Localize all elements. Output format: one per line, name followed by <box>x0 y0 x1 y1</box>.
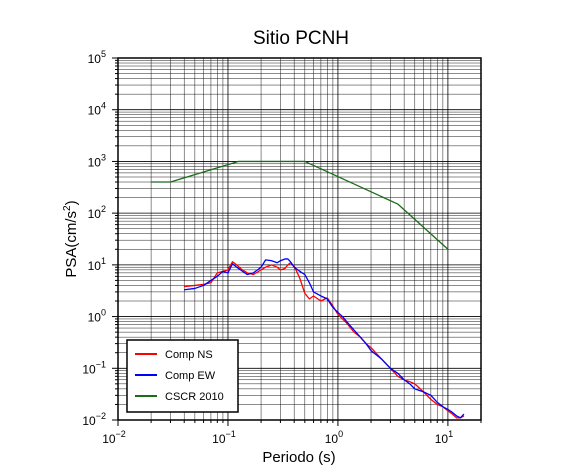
y-tick-label-base: 10 <box>88 207 102 221</box>
plot-frame <box>117 57 482 421</box>
series-line-comp-ns <box>184 261 465 419</box>
y-tick-label-base: 10 <box>88 104 102 118</box>
x-tick-label-base: 10 <box>435 432 449 446</box>
y-tick-label-exp: 3 <box>101 152 106 162</box>
y-tick-label: 105 <box>88 49 106 66</box>
x-tick-label-exp: 0 <box>338 429 343 439</box>
y-tick-label-exp: 4 <box>101 101 106 111</box>
y-tick-label-exp: −2 <box>96 411 106 421</box>
y-tick-label-base: 10 <box>88 52 102 66</box>
y-tick-label-base: 10 <box>82 414 96 428</box>
y-axis-label-base: PSA(cm/s <box>63 211 80 278</box>
y-tick-label: 101 <box>88 256 106 273</box>
y-tick-label-exp: 2 <box>101 204 106 214</box>
y-axis-label-close: ) <box>63 200 80 205</box>
chart-title: Sitio PCNH <box>253 28 349 49</box>
x-axis-label: Periodo (s) <box>262 449 335 466</box>
y-tick-label-base: 10 <box>88 311 102 325</box>
y-axis-label-exp: 2 <box>62 205 73 211</box>
series-group <box>151 160 465 419</box>
x-tick-label-base: 10 <box>325 432 339 446</box>
y-tick-label: 10−2 <box>82 411 106 428</box>
y-tick-label-exp: 1 <box>101 256 106 266</box>
x-tick-label-base: 10 <box>212 432 226 446</box>
x-ticks: 10−2 10−1 100 101 <box>102 420 482 446</box>
x-tick-label: 100 <box>325 429 343 446</box>
y-tick-label-exp: −1 <box>96 359 106 369</box>
y-tick-label-exp: 0 <box>101 308 106 318</box>
y-tick-label: 104 <box>88 101 106 118</box>
legend: Comp NS Comp EW CSCR 2010 <box>126 339 239 413</box>
x-tick-label: 10−2 <box>102 429 126 446</box>
y-tick-label-base: 10 <box>82 362 96 376</box>
y-tick-label-base: 10 <box>88 259 102 273</box>
x-tick-label-exp: −1 <box>226 429 236 439</box>
y-axis-label: PSA(cm/s2) <box>62 200 80 277</box>
y-tick-label: 100 <box>88 308 106 325</box>
x-tick-label-exp: 1 <box>448 429 453 439</box>
legend-label: Comp EW <box>165 370 216 382</box>
series-line-cscr-2010 <box>151 160 449 250</box>
x-tick-label: 10−1 <box>212 429 236 446</box>
x-tick-label: 101 <box>435 429 453 446</box>
x-tick-label-exp: −2 <box>116 429 126 439</box>
y-tick-label: 10−1 <box>82 359 106 376</box>
y-tick-label: 103 <box>88 152 106 169</box>
y-tick-label-exp: 5 <box>101 49 106 59</box>
y-tick-label: 102 <box>88 204 106 221</box>
y-tick-label-base: 10 <box>88 155 102 169</box>
legend-label: CSCR 2010 <box>165 391 224 403</box>
x-tick-label-base: 10 <box>102 432 116 446</box>
series-line-comp-ew <box>184 258 465 419</box>
legend-label: Comp NS <box>165 349 213 361</box>
